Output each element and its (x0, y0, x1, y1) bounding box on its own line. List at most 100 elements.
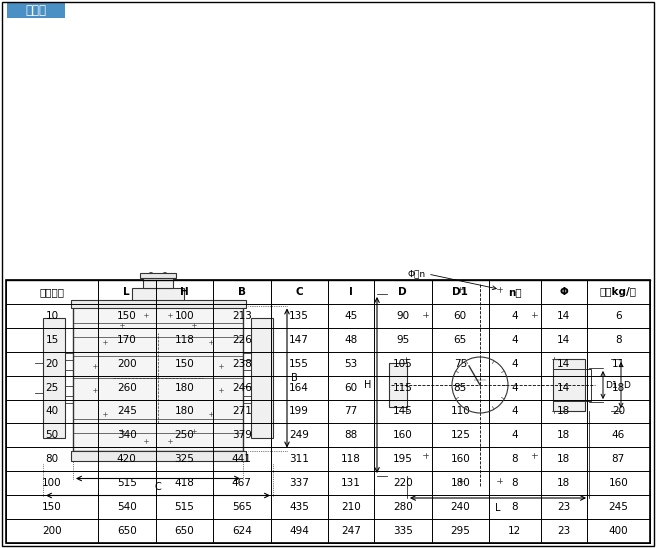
Text: 60: 60 (344, 383, 358, 392)
Text: n个: n个 (508, 287, 522, 297)
Text: 200: 200 (42, 526, 62, 536)
Text: 250: 250 (174, 430, 194, 441)
Text: 105: 105 (393, 359, 413, 369)
Text: 8: 8 (615, 335, 622, 345)
Text: 80: 80 (45, 454, 58, 464)
Text: 4: 4 (512, 383, 518, 392)
Text: 199: 199 (289, 407, 309, 416)
Text: 50: 50 (45, 430, 58, 441)
Bar (43, 318, 65, 438)
Bar (6, 280, 650, 543)
Text: 8: 8 (512, 478, 518, 488)
Bar (143, 277, 173, 288)
Bar (553, 369, 591, 401)
Text: Φ: Φ (560, 287, 568, 297)
Text: 100: 100 (174, 311, 194, 321)
Text: 160: 160 (451, 454, 470, 464)
Text: I: I (349, 287, 353, 297)
Text: D: D (623, 380, 630, 390)
Text: 11: 11 (612, 359, 625, 369)
Text: 180: 180 (174, 407, 194, 416)
Circle shape (422, 451, 430, 459)
Text: 20: 20 (45, 359, 58, 369)
Text: 15: 15 (45, 335, 58, 345)
Text: 249: 249 (289, 430, 309, 441)
Text: 14: 14 (557, 335, 570, 345)
Text: 25: 25 (45, 383, 58, 392)
Text: 公称通径: 公称通径 (39, 287, 64, 297)
Text: 150: 150 (42, 502, 62, 512)
Text: 18: 18 (557, 454, 570, 464)
Text: 624: 624 (232, 526, 252, 536)
Text: 8: 8 (512, 502, 518, 512)
Text: 65: 65 (454, 335, 467, 345)
Text: 160: 160 (609, 478, 628, 488)
Text: 565: 565 (232, 502, 252, 512)
Circle shape (550, 355, 558, 363)
Text: 337: 337 (289, 478, 309, 488)
Text: 271: 271 (232, 407, 252, 416)
Text: C: C (295, 287, 303, 297)
Text: 18: 18 (557, 430, 570, 441)
Text: 4: 4 (512, 407, 518, 416)
Text: 325: 325 (174, 454, 194, 464)
Text: 77: 77 (344, 407, 358, 416)
Circle shape (496, 286, 504, 293)
Text: 14: 14 (557, 359, 570, 369)
Text: B: B (237, 287, 246, 297)
Text: D: D (398, 287, 407, 297)
Text: 铸铁型: 铸铁型 (26, 3, 47, 16)
Polygon shape (198, 460, 218, 472)
Text: D1: D1 (453, 287, 468, 297)
Ellipse shape (106, 326, 210, 430)
Bar (132, 288, 184, 305)
Text: 90: 90 (396, 311, 409, 321)
Text: 110: 110 (451, 407, 470, 416)
Text: 40: 40 (45, 407, 58, 416)
Text: 118: 118 (174, 335, 194, 345)
Circle shape (401, 407, 409, 415)
Text: 45: 45 (344, 311, 358, 321)
Text: 88: 88 (344, 430, 358, 441)
Text: 14: 14 (557, 383, 570, 392)
Text: 125: 125 (450, 430, 470, 441)
Text: H: H (180, 287, 189, 297)
Circle shape (401, 355, 409, 363)
Text: 75: 75 (454, 359, 467, 369)
Bar (251, 318, 273, 438)
Bar (140, 272, 176, 277)
Ellipse shape (90, 310, 226, 446)
Text: 147: 147 (289, 335, 309, 345)
Bar (553, 359, 585, 411)
Text: 4: 4 (512, 311, 518, 321)
Text: 150: 150 (174, 359, 194, 369)
Text: 441: 441 (232, 454, 252, 464)
Text: 494: 494 (289, 526, 309, 536)
Bar (70, 300, 245, 307)
Text: L: L (123, 287, 130, 297)
Text: 95: 95 (396, 335, 409, 345)
Text: 220: 220 (393, 478, 413, 488)
Text: 8: 8 (512, 454, 518, 464)
Text: 195: 195 (393, 454, 413, 464)
Text: 418: 418 (174, 478, 194, 488)
Text: 210: 210 (341, 502, 361, 512)
Text: 131: 131 (341, 478, 361, 488)
Text: 540: 540 (117, 502, 136, 512)
Circle shape (496, 477, 504, 484)
Text: 200: 200 (117, 359, 136, 369)
Ellipse shape (411, 294, 549, 476)
Text: 170: 170 (117, 335, 136, 345)
Polygon shape (98, 460, 118, 472)
Text: 18: 18 (557, 407, 570, 416)
Text: 48: 48 (344, 335, 358, 345)
Text: 650: 650 (117, 526, 136, 536)
Circle shape (531, 311, 539, 319)
Bar (7, 2, 65, 18)
Ellipse shape (441, 326, 519, 444)
Text: L: L (495, 503, 501, 513)
Text: 311: 311 (289, 454, 309, 464)
Text: 23: 23 (557, 526, 570, 536)
Text: 515: 515 (117, 478, 136, 488)
Text: 60: 60 (454, 311, 467, 321)
